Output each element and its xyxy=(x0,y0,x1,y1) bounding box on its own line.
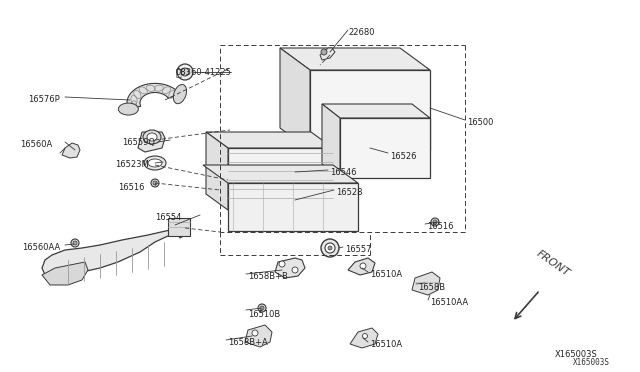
Polygon shape xyxy=(322,104,430,118)
Bar xyxy=(228,148,333,210)
Text: 16557: 16557 xyxy=(345,245,371,254)
Polygon shape xyxy=(280,48,310,150)
Text: 16510A: 16510A xyxy=(370,270,402,279)
Circle shape xyxy=(328,246,332,250)
Circle shape xyxy=(279,261,285,267)
Ellipse shape xyxy=(147,133,157,141)
Polygon shape xyxy=(203,165,358,183)
Circle shape xyxy=(325,243,335,253)
Polygon shape xyxy=(348,258,375,275)
Circle shape xyxy=(321,49,327,55)
Text: 16510AA: 16510AA xyxy=(430,298,468,307)
Ellipse shape xyxy=(148,159,162,167)
Ellipse shape xyxy=(143,130,161,144)
Polygon shape xyxy=(206,132,228,210)
Polygon shape xyxy=(412,272,440,295)
Polygon shape xyxy=(62,143,80,158)
Text: 16576P: 16576P xyxy=(28,95,60,104)
Circle shape xyxy=(252,330,258,336)
Circle shape xyxy=(181,68,189,76)
Text: X165003S: X165003S xyxy=(555,350,598,359)
Circle shape xyxy=(433,220,437,224)
Text: 16528: 16528 xyxy=(336,188,362,197)
Circle shape xyxy=(73,241,77,245)
Text: 16516: 16516 xyxy=(427,222,454,231)
Polygon shape xyxy=(280,48,430,70)
Circle shape xyxy=(321,239,339,257)
Polygon shape xyxy=(320,48,335,60)
Ellipse shape xyxy=(118,103,138,115)
Text: 1658B: 1658B xyxy=(418,283,445,292)
Circle shape xyxy=(292,267,298,273)
Text: 16500: 16500 xyxy=(467,118,493,127)
Text: X165003S: X165003S xyxy=(573,358,610,367)
Text: 16526: 16526 xyxy=(390,152,417,161)
Polygon shape xyxy=(350,328,378,348)
Polygon shape xyxy=(42,262,88,285)
Polygon shape xyxy=(127,83,180,109)
Text: 16510B: 16510B xyxy=(248,310,280,319)
Text: 1658B+A: 1658B+A xyxy=(228,338,268,347)
Bar xyxy=(228,183,358,231)
Text: 16554: 16554 xyxy=(155,213,181,222)
Polygon shape xyxy=(138,132,165,152)
Polygon shape xyxy=(245,325,272,347)
Bar xyxy=(168,218,190,236)
Polygon shape xyxy=(322,104,340,178)
Text: 16546: 16546 xyxy=(330,168,356,177)
Bar xyxy=(340,118,430,178)
Polygon shape xyxy=(206,132,333,148)
Text: 16523M: 16523M xyxy=(115,160,148,169)
Circle shape xyxy=(431,218,439,226)
Text: Ⓜ: Ⓜ xyxy=(175,67,181,77)
Circle shape xyxy=(362,334,367,339)
Circle shape xyxy=(258,304,266,312)
Polygon shape xyxy=(42,228,185,276)
Circle shape xyxy=(71,239,79,247)
Text: 16560AA: 16560AA xyxy=(22,243,60,252)
Text: 1658B+B: 1658B+B xyxy=(248,272,288,281)
Circle shape xyxy=(177,64,193,80)
Ellipse shape xyxy=(144,156,166,170)
Text: FRONT: FRONT xyxy=(535,248,572,278)
Text: 08360-41225: 08360-41225 xyxy=(175,68,231,77)
Text: 16510A: 16510A xyxy=(370,340,402,349)
Text: 16559Q: 16559Q xyxy=(122,138,155,147)
Bar xyxy=(310,70,430,150)
Text: 22680: 22680 xyxy=(348,28,374,37)
Text: 16560A: 16560A xyxy=(20,140,52,149)
Circle shape xyxy=(151,179,159,187)
Polygon shape xyxy=(275,258,305,278)
Text: 16516: 16516 xyxy=(118,183,145,192)
Circle shape xyxy=(360,263,366,269)
Circle shape xyxy=(153,181,157,185)
Circle shape xyxy=(260,306,264,310)
Ellipse shape xyxy=(173,84,186,104)
